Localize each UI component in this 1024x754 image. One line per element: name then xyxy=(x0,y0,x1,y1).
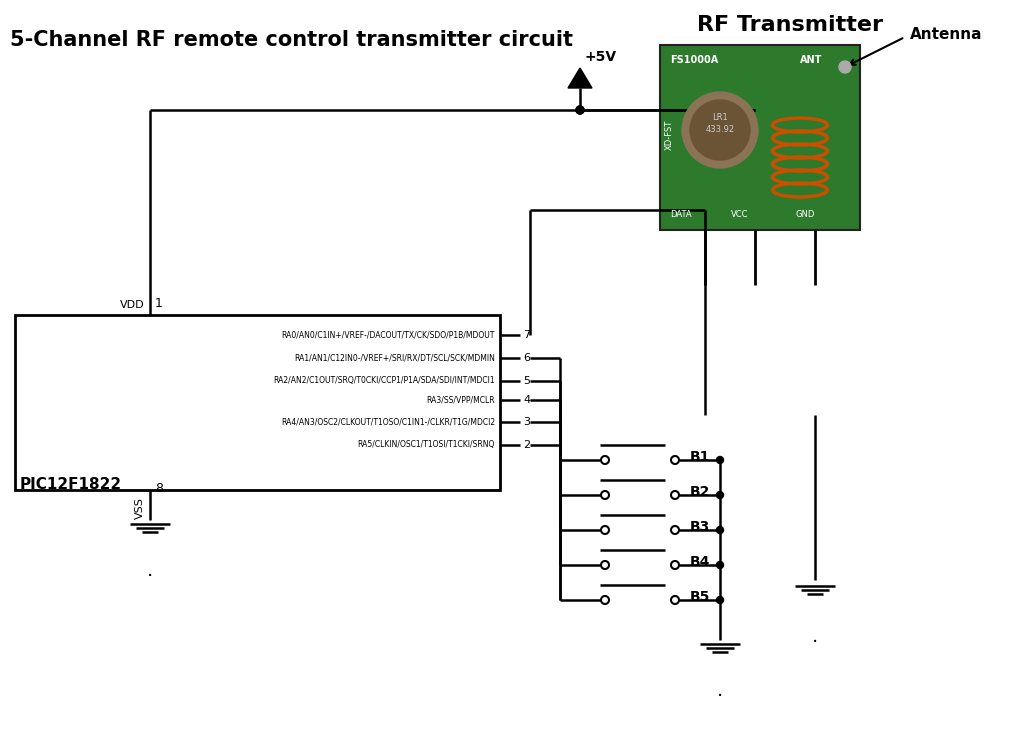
Text: 8: 8 xyxy=(155,482,163,495)
Text: RA3/SS/VPP/MCLR: RA3/SS/VPP/MCLR xyxy=(426,396,495,404)
Text: 2: 2 xyxy=(523,440,530,450)
Circle shape xyxy=(601,526,609,534)
Bar xyxy=(660,45,860,230)
Text: 5: 5 xyxy=(523,376,530,386)
Text: VSS: VSS xyxy=(135,497,145,519)
Circle shape xyxy=(671,491,679,499)
Text: RA5/CLKIN/OSC1/T1OSI/T1CKI/SRNQ: RA5/CLKIN/OSC1/T1OSI/T1CKI/SRNQ xyxy=(357,440,495,449)
Text: .: . xyxy=(812,627,818,646)
Circle shape xyxy=(717,562,724,569)
Text: PIC12F1822: PIC12F1822 xyxy=(20,477,122,492)
Text: 7: 7 xyxy=(523,330,530,340)
Circle shape xyxy=(682,92,758,168)
Text: 433.92: 433.92 xyxy=(706,125,734,134)
Text: +5V: +5V xyxy=(585,50,617,64)
Text: RA1/AN1/C12IN0-/VREF+/SRI/RX/DT/SCL/SCK/MDMIN: RA1/AN1/C12IN0-/VREF+/SRI/RX/DT/SCL/SCK/… xyxy=(294,354,495,363)
Text: LR1: LR1 xyxy=(712,112,728,121)
Text: RF Transmitter: RF Transmitter xyxy=(697,15,883,35)
Circle shape xyxy=(671,561,679,569)
Circle shape xyxy=(671,596,679,604)
Circle shape xyxy=(601,596,609,604)
Text: FS1000A: FS1000A xyxy=(670,55,718,65)
Text: 5-Channel RF remote control transmitter circuit: 5-Channel RF remote control transmitter … xyxy=(10,30,573,50)
Circle shape xyxy=(671,456,679,464)
Circle shape xyxy=(575,106,584,114)
Text: B2: B2 xyxy=(690,485,711,499)
Bar xyxy=(15,315,500,490)
Circle shape xyxy=(601,491,609,499)
Text: VDD: VDD xyxy=(121,300,145,310)
Circle shape xyxy=(717,596,724,603)
Text: VCC: VCC xyxy=(731,210,749,219)
Circle shape xyxy=(601,456,609,464)
Text: 1: 1 xyxy=(155,297,163,310)
Circle shape xyxy=(671,526,679,534)
Circle shape xyxy=(717,492,724,498)
Text: 3: 3 xyxy=(523,417,530,427)
Text: GND: GND xyxy=(796,210,815,219)
Circle shape xyxy=(717,456,724,464)
Text: .: . xyxy=(146,560,154,580)
Text: RA0/AN0/C1IN+/VREF-/DACOUT/TX/CK/SDO/P1B/MDOUT: RA0/AN0/C1IN+/VREF-/DACOUT/TX/CK/SDO/P1B… xyxy=(282,330,495,339)
Text: Antenna: Antenna xyxy=(910,27,982,42)
Text: B4: B4 xyxy=(690,555,711,569)
Text: ANT: ANT xyxy=(800,55,822,65)
Circle shape xyxy=(601,561,609,569)
Text: RA2/AN2/C1OUT/SRQ/T0CKI/CCP1/P1A/SDA/SDI/INT/MDCI1: RA2/AN2/C1OUT/SRQ/T0CKI/CCP1/P1A/SDA/SDI… xyxy=(273,376,495,385)
Text: .: . xyxy=(717,681,723,700)
Text: RA4/AN3/OSC2/CLKOUT/T1OSO/C1IN1-/CLKR/T1G/MDCI2: RA4/AN3/OSC2/CLKOUT/T1OSO/C1IN1-/CLKR/T1… xyxy=(281,418,495,427)
Polygon shape xyxy=(568,68,592,88)
Circle shape xyxy=(575,106,584,114)
Text: 4: 4 xyxy=(523,395,530,405)
Text: DATA: DATA xyxy=(670,210,691,219)
Circle shape xyxy=(690,100,750,160)
Text: B3: B3 xyxy=(690,520,711,534)
Circle shape xyxy=(839,61,851,73)
Text: 6: 6 xyxy=(523,353,530,363)
Text: XD-FST: XD-FST xyxy=(665,120,674,150)
Text: B5: B5 xyxy=(690,590,711,604)
Text: B1: B1 xyxy=(690,450,711,464)
Circle shape xyxy=(717,526,724,534)
